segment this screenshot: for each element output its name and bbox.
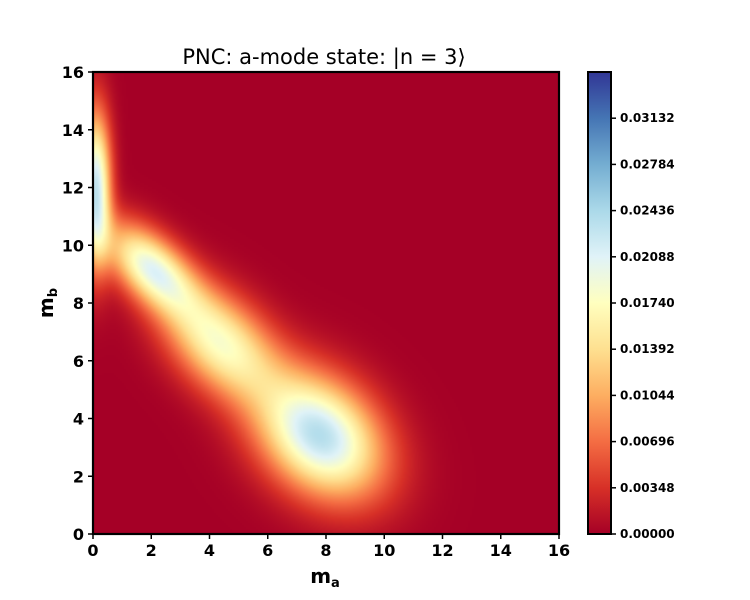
colorbar-tick-label: 0.01044 <box>620 388 675 402</box>
chart-title: PNC: a-mode state: |n = 3⟩ <box>182 45 465 70</box>
y-tick-label: 14 <box>62 121 84 140</box>
x-tick-label: 0 <box>87 541 98 560</box>
colorbar-gradient <box>588 72 611 534</box>
colorbar-tick-label: 0.02088 <box>620 250 675 264</box>
y-tick-label: 2 <box>73 467 84 486</box>
y-axis-label-base: m <box>34 297 58 318</box>
colorbar-tick-label: 0.01392 <box>620 342 675 356</box>
y-axis-ticks: 0 2 4 6 8 10 12 14 16 <box>62 63 93 544</box>
x-tick-label: 16 <box>548 541 570 560</box>
y-tick-label: 10 <box>62 236 84 255</box>
y-tick-label: 12 <box>62 179 84 198</box>
plot-area <box>91 70 561 536</box>
colorbar-tick-label: 0.03132 <box>620 111 675 125</box>
x-tick-label: 2 <box>146 541 157 560</box>
colorbar-tick-label: 0.00696 <box>620 435 675 449</box>
colorbar: 0.00000 0.00348 0.00696 0.01044 0.01392 0.017… <box>587 71 675 541</box>
x-tick-label: 8 <box>320 541 331 560</box>
x-tick-label: 10 <box>373 541 395 560</box>
x-tick-label: 12 <box>431 541 453 560</box>
x-axis-ticks: 0 2 4 6 8 10 12 14 16 <box>87 534 570 560</box>
colorbar-ticks: 0.00000 0.00348 0.00696 0.01044 0.01392 0.017… <box>611 111 675 541</box>
x-axis-label-base: m <box>310 564 331 588</box>
y-tick-label: 4 <box>73 410 84 429</box>
x-tick-label: 14 <box>490 541 512 560</box>
x-tick-label: 6 <box>262 541 273 560</box>
y-axis-label: mb <box>34 288 61 318</box>
colorbar-tick-label: 0.02784 <box>620 157 675 171</box>
colorbar-tick-label: 0.00000 <box>620 527 675 541</box>
y-tick-label: 6 <box>73 352 84 371</box>
x-axis-label: ma <box>310 564 340 591</box>
colorbar-tick-label: 0.02436 <box>620 204 675 218</box>
x-tick-label: 4 <box>204 541 215 560</box>
heatmap-image <box>93 72 559 534</box>
colorbar-tick-label: 0.00348 <box>620 481 675 495</box>
y-tick-label: 16 <box>62 63 84 82</box>
colorbar-tick-label: 0.01740 <box>620 296 675 310</box>
y-tick-label: 0 <box>73 525 84 544</box>
x-axis-label-sub: a <box>331 576 340 591</box>
y-tick-label: 8 <box>73 294 84 313</box>
y-axis-label-sub: b <box>46 288 61 297</box>
